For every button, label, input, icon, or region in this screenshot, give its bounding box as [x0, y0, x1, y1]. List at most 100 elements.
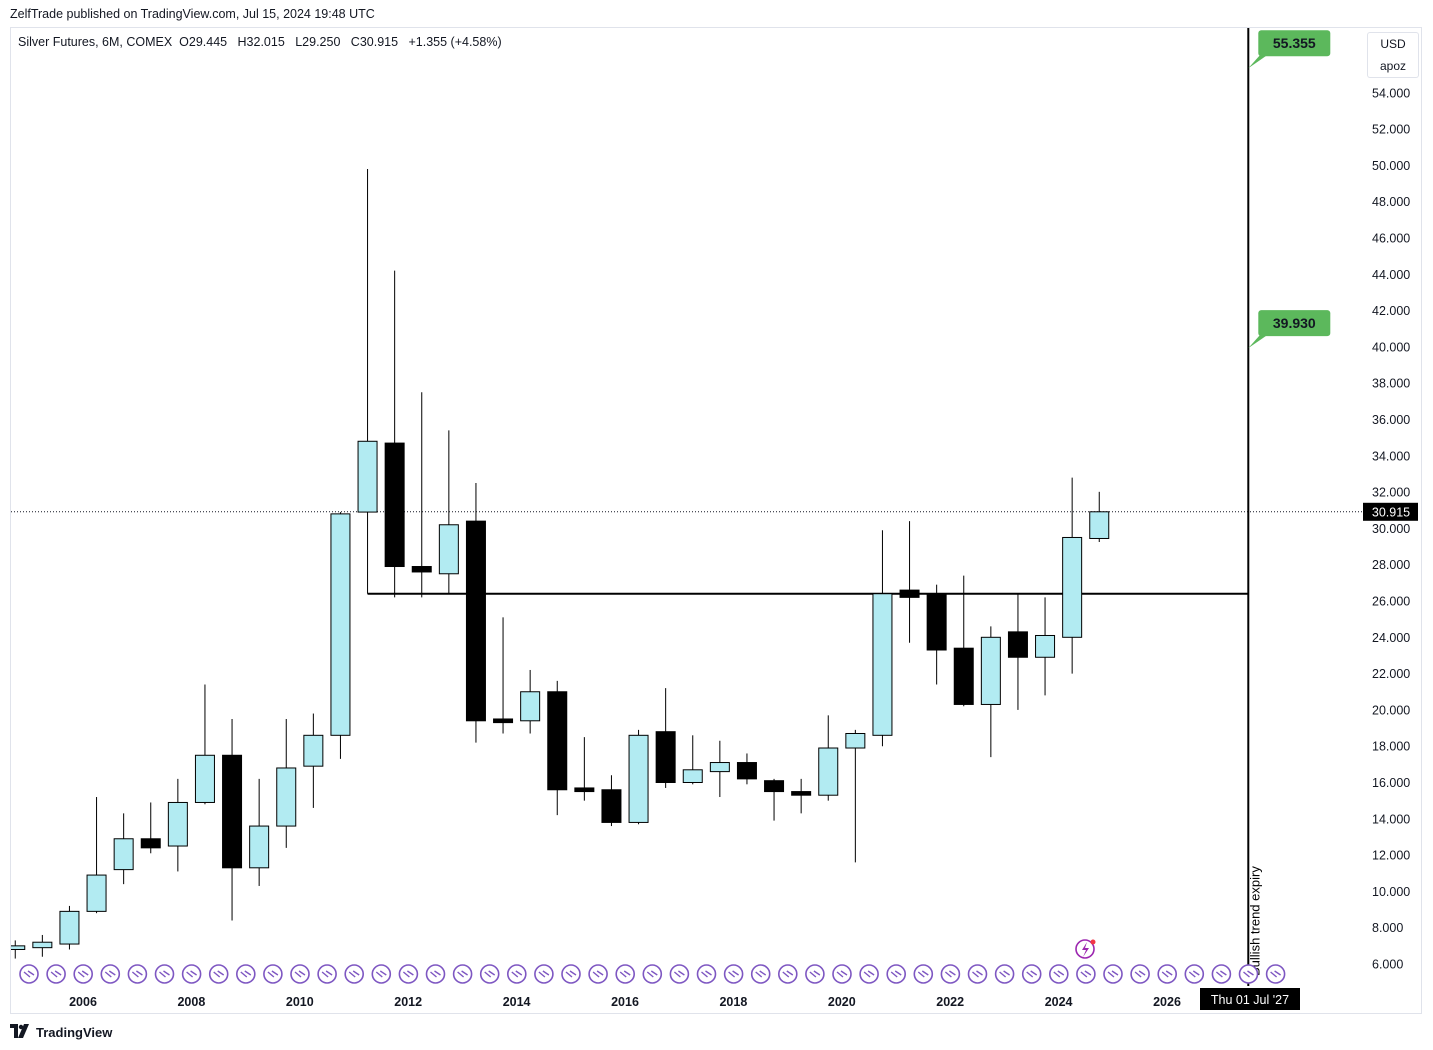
- event-marker-icon[interactable]: [696, 964, 717, 984]
- candle-body[interactable]: [574, 787, 595, 793]
- currency-button[interactable]: USD: [1367, 32, 1419, 55]
- event-marker-icon[interactable]: [886, 964, 907, 984]
- candle-body[interactable]: [438, 524, 459, 575]
- candle-body[interactable]: [926, 593, 947, 651]
- event-marker-icon[interactable]: [588, 964, 608, 984]
- event-marker-icon[interactable]: [1103, 964, 1123, 984]
- candle-body[interactable]: [249, 825, 270, 869]
- target-badge-label: 55.355: [1273, 35, 1316, 51]
- candle-body[interactable]: [845, 732, 866, 749]
- event-marker-icon[interactable]: [19, 964, 39, 984]
- event-marker-icon[interactable]: [1238, 964, 1259, 984]
- candle-body[interactable]: [465, 520, 486, 722]
- candle-body[interactable]: [222, 754, 243, 869]
- event-marker-icon[interactable]: [371, 964, 392, 984]
- candle-body[interactable]: [818, 747, 839, 796]
- candle-body[interactable]: [6, 945, 26, 950]
- candle-body[interactable]: [547, 691, 568, 791]
- event-marker-icon[interactable]: [859, 964, 879, 984]
- scale-mode-button[interactable]: apoz: [1367, 55, 1419, 78]
- event-marker-icon[interactable]: [506, 964, 527, 984]
- candle-body[interactable]: [86, 874, 107, 912]
- event-marker-icon[interactable]: [236, 964, 256, 984]
- event-marker-icon[interactable]: [1049, 964, 1069, 984]
- candle-body[interactable]: [1062, 536, 1083, 638]
- candle-body[interactable]: [113, 838, 134, 871]
- event-marker-icon[interactable]: [615, 964, 636, 984]
- event-marker-icon[interactable]: [263, 964, 283, 984]
- candle-body[interactable]: [791, 791, 812, 796]
- event-marker-icon[interactable]: [425, 964, 446, 984]
- event-marker-icon[interactable]: [913, 964, 934, 984]
- candle-body[interactable]: [1035, 634, 1056, 658]
- symbol-title[interactable]: Silver Futures, 6M, COMEX: [18, 35, 173, 49]
- event-marker-icon[interactable]: [1157, 964, 1177, 984]
- event-marker-icon[interactable]: [1021, 964, 1042, 984]
- event-marker-icon[interactable]: [534, 964, 554, 984]
- event-marker-icon[interactable]: [805, 964, 825, 984]
- event-marker-icon[interactable]: [100, 964, 121, 984]
- event-marker-icon[interactable]: [317, 964, 337, 984]
- candle-body[interactable]: [194, 754, 215, 803]
- candle-body[interactable]: [628, 734, 649, 823]
- candle-body[interactable]: [601, 789, 622, 823]
- candle-body[interactable]: [953, 647, 974, 705]
- event-marker-glyph: [673, 970, 685, 978]
- event-marker-icon[interactable]: [994, 964, 1015, 984]
- event-marker-icon[interactable]: [479, 964, 500, 984]
- candle-body[interactable]: [682, 769, 703, 783]
- event-marker-icon[interactable]: [290, 964, 310, 984]
- candle-body[interactable]: [357, 440, 378, 513]
- event-marker-icon[interactable]: [940, 964, 961, 984]
- candle-body[interactable]: [655, 731, 676, 783]
- event-marker-icon[interactable]: [181, 964, 202, 984]
- event-marker-icon[interactable]: [208, 964, 229, 984]
- event-marker-icon[interactable]: [1076, 964, 1096, 984]
- target-badge[interactable]: [1258, 30, 1331, 57]
- candle-body[interactable]: [32, 941, 53, 949]
- event-marker-icon[interactable]: [46, 964, 66, 984]
- event-marker-icon[interactable]: [669, 964, 690, 984]
- event-marker-icon[interactable]: [1211, 964, 1232, 984]
- event-marker-icon[interactable]: [642, 964, 663, 984]
- candle-body[interactable]: [140, 838, 161, 849]
- event-marker-icon[interactable]: [750, 964, 771, 984]
- event-marker-icon[interactable]: [344, 964, 365, 984]
- event-marker-icon[interactable]: [777, 964, 798, 984]
- candle-body[interactable]: [303, 734, 324, 767]
- event-marker-icon[interactable]: [73, 964, 93, 984]
- event-marker-icon[interactable]: [967, 964, 988, 984]
- candle-body[interactable]: [276, 767, 297, 827]
- candle-body[interactable]: [520, 691, 541, 722]
- brand-footer[interactable]: TradingView: [10, 1024, 112, 1041]
- candle-body[interactable]: [736, 762, 757, 780]
- event-marker-icon[interactable]: [561, 964, 581, 984]
- candle-body[interactable]: [1089, 511, 1110, 539]
- event-marker-icon[interactable]: [1265, 964, 1286, 984]
- candle-body[interactable]: [384, 442, 405, 568]
- candle-body[interactable]: [59, 910, 80, 945]
- event-marker-glyph: [972, 970, 983, 978]
- event-marker-glyph: [863, 970, 875, 978]
- event-marker-icon[interactable]: [723, 964, 744, 984]
- candle-body[interactable]: [709, 762, 730, 773]
- candle-body[interactable]: [330, 513, 351, 736]
- candle-body[interactable]: [493, 718, 514, 724]
- candle-body[interactable]: [764, 780, 785, 793]
- candle-body[interactable]: [167, 801, 188, 847]
- candle-body[interactable]: [411, 566, 432, 573]
- y-tick-label: 26.000: [1372, 595, 1410, 609]
- candle-body[interactable]: [872, 593, 893, 736]
- target-badge[interactable]: [1258, 310, 1331, 337]
- event-marker-icon[interactable]: [154, 964, 175, 984]
- event-marker-icon[interactable]: [127, 964, 148, 984]
- candle-body[interactable]: [980, 636, 1001, 705]
- event-marker-icon[interactable]: [1184, 964, 1205, 984]
- candle-body[interactable]: [899, 589, 920, 598]
- event-marker-icon[interactable]: [398, 964, 419, 984]
- candle-body[interactable]: [1007, 631, 1028, 658]
- event-marker-icon[interactable]: [452, 964, 473, 984]
- event-marker-icon[interactable]: [832, 964, 852, 984]
- event-marker-icon[interactable]: [1130, 964, 1150, 984]
